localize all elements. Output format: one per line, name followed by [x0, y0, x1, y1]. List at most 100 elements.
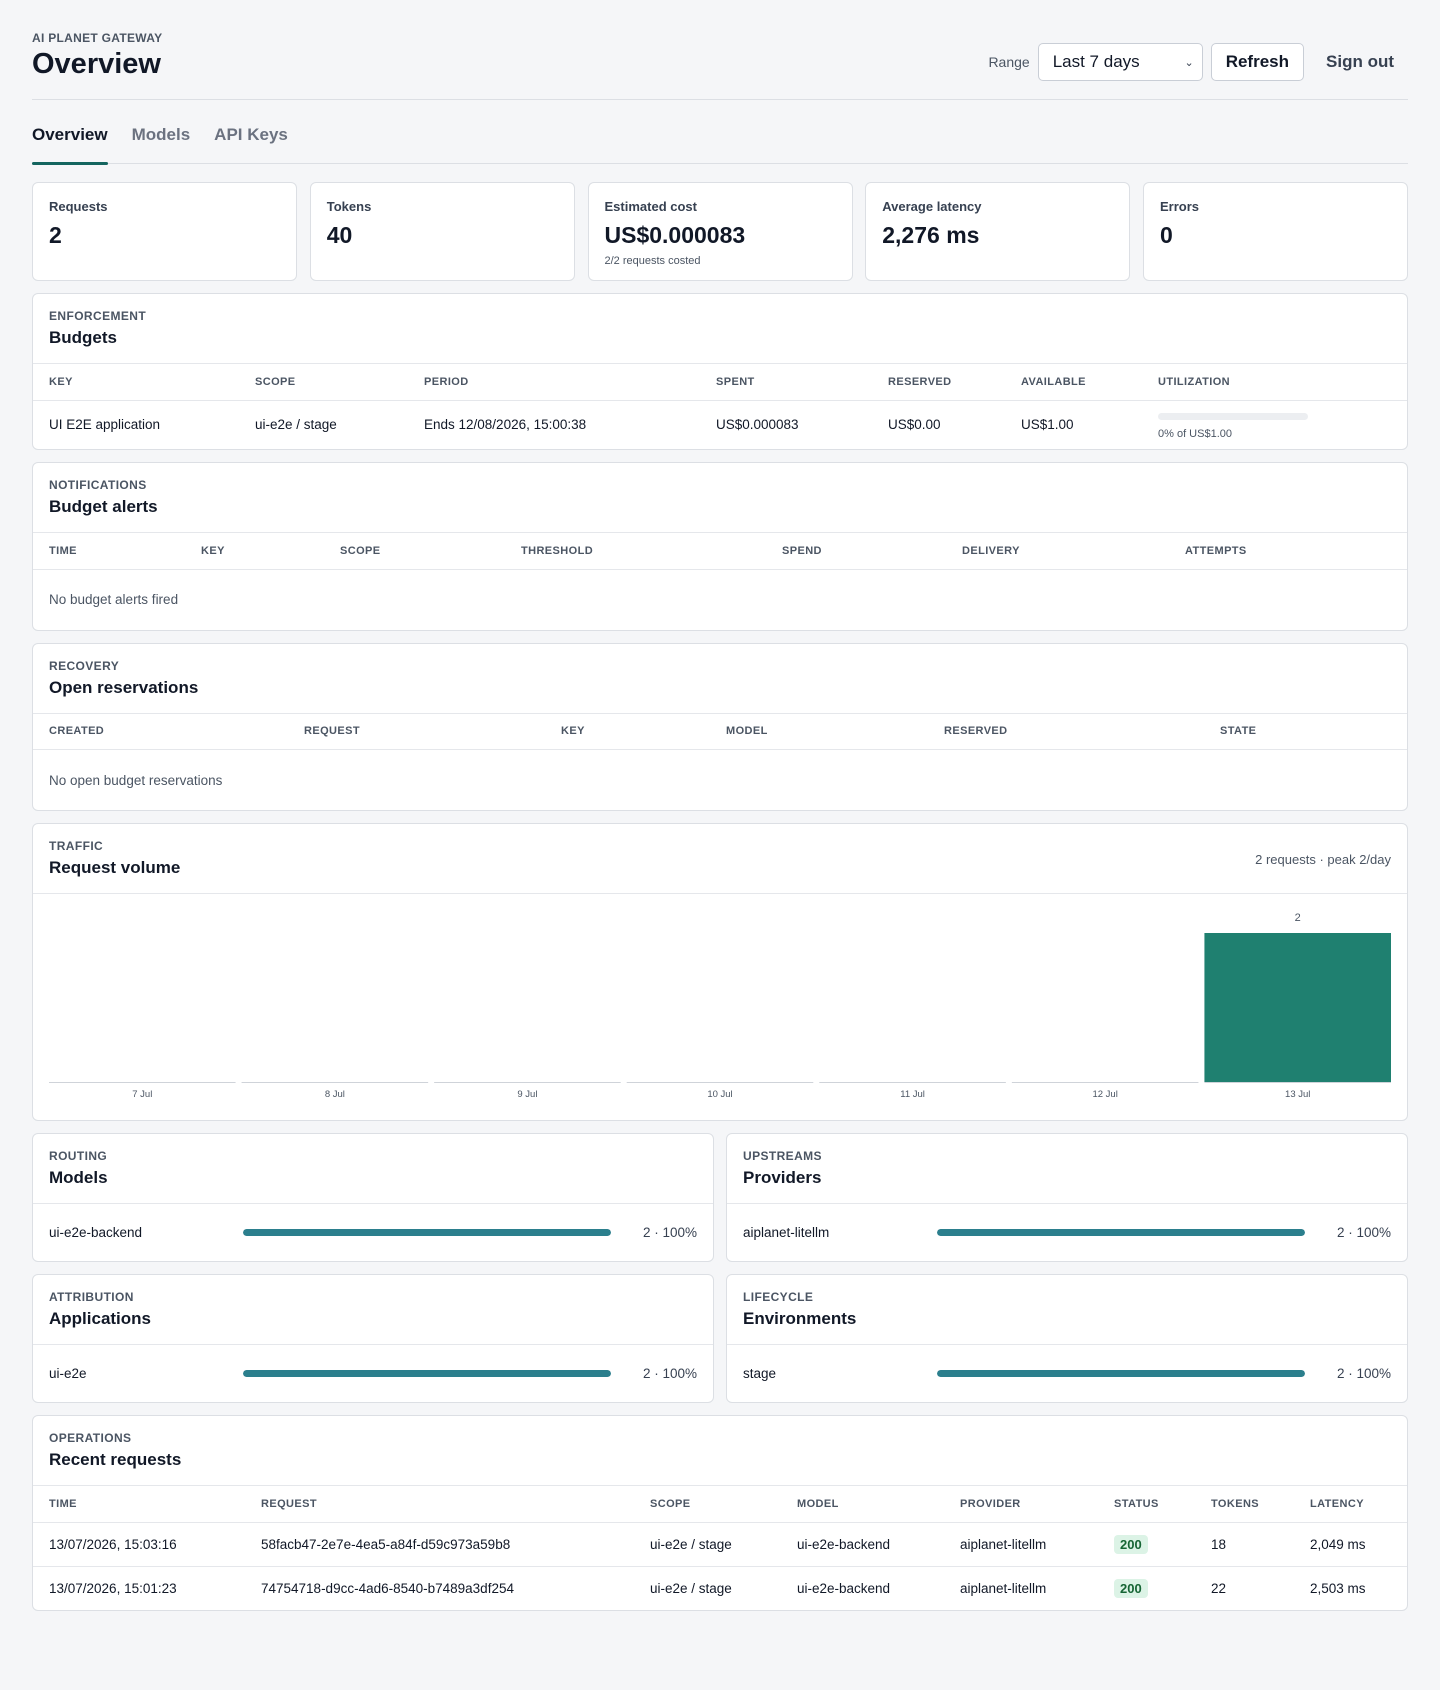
- chevron-down-icon: ⌄: [1184, 56, 1194, 69]
- sign-out-button[interactable]: Sign out: [1312, 43, 1408, 81]
- request-time: 13/07/2026, 15:03:16: [49, 1536, 177, 1552]
- column-header: STATE: [1204, 713, 1407, 750]
- panel-title: Request volume: [49, 858, 181, 877]
- list-item: aiplanet-litellm 2 · 100%: [727, 1204, 1407, 1261]
- request-id: 58facb47-2e7e-4ea5-a84f-d59c973a59b8: [261, 1536, 511, 1552]
- panel-header: RECOVERY Open reservations: [33, 644, 1407, 714]
- environments-panel: LIFECYCLE Environments stage 2 · 100%: [726, 1274, 1408, 1403]
- column-header: PERIOD: [408, 364, 700, 401]
- budget-reserved: US$0.00: [888, 417, 941, 433]
- x-tick-label: 11 Jul: [900, 1089, 925, 1100]
- column-header: RESERVED: [872, 364, 1005, 401]
- stat-value: 2,276 ms: [882, 222, 980, 248]
- stat-label: Average latency: [882, 199, 982, 214]
- bar-baseline: [626, 1082, 814, 1083]
- panel-title: Applications: [49, 1309, 152, 1328]
- bar-baseline: [241, 1082, 429, 1083]
- open-reservations-panel: RECOVERY Open reservations CREATED REQUE…: [32, 642, 1408, 811]
- stat-label: Estimated cost: [604, 199, 697, 214]
- table-row[interactable]: 13/07/2026, 15:01:23 74754718-d9cc-4ad6-…: [33, 1566, 1407, 1610]
- request-latency: 2,503 ms: [1310, 1580, 1366, 1596]
- column-header: SCOPE: [239, 364, 408, 401]
- bar-baseline: [434, 1082, 621, 1083]
- column-header: TOKENS: [1195, 1486, 1294, 1523]
- list-item: ui-e2e 2 · 100%: [33, 1345, 713, 1402]
- request-status: 200: [1098, 1566, 1195, 1610]
- budget-utilization: 0% of US$1.00: [1142, 400, 1407, 449]
- column-header: STATUS: [1098, 1486, 1195, 1523]
- table-header-row: TIME REQUEST SCOPE MODEL PROVIDER STATUS…: [33, 1486, 1407, 1523]
- applications-panel: ATTRIBUTION Applications ui-e2e 2 · 100%: [32, 1274, 714, 1403]
- panel-header: TRAFFIC Request volume 2 requests · peak…: [33, 824, 1407, 894]
- budget-alerts-table: TIME KEY SCOPE THRESHOLD SPEND DELIVERY …: [33, 533, 1407, 570]
- column-header: KEY: [185, 533, 324, 570]
- request-volume-panel: TRAFFIC Request volume 2 requests · peak…: [32, 823, 1408, 1121]
- column-header: UTILIZATION: [1142, 364, 1407, 401]
- budgets-panel: ENFORCEMENT Budgets KEY SCOPE PERIOD SPE…: [32, 293, 1408, 450]
- budget-available: US$1.00: [1021, 417, 1074, 433]
- request-scope: ui-e2e / stage: [650, 1536, 732, 1552]
- budget-period: Ends 12/08/2026, 15:00:38: [424, 417, 587, 433]
- empty-state: No budget alerts fired: [49, 592, 179, 607]
- column-header: ATTEMPTS: [1169, 533, 1407, 570]
- tab-overview[interactable]: Overview: [32, 100, 108, 165]
- panel-header: LIFECYCLE Environments: [727, 1275, 1407, 1345]
- page-title: Overview: [32, 48, 161, 80]
- column-header: PROVIDER: [944, 1486, 1098, 1523]
- share-value: 2 · 100%: [1336, 1366, 1391, 1381]
- status-badge: 200: [1114, 1578, 1148, 1598]
- panel-title: Open reservations: [49, 677, 199, 697]
- request-id: 74754718-d9cc-4ad6-8540-b7489a3df254: [261, 1580, 514, 1596]
- bar[interactable]: [1204, 933, 1391, 1082]
- column-header: REQUEST: [288, 713, 545, 750]
- request-provider: aiplanet-litellm: [960, 1580, 1047, 1596]
- attribution-row: ATTRIBUTION Applications ui-e2e 2 · 100%…: [32, 1262, 1408, 1403]
- column-header: TIME: [33, 533, 185, 570]
- status-badge: 200: [1114, 1534, 1148, 1554]
- share-bar-fill: [937, 1370, 1305, 1377]
- column-header: SPENT: [700, 364, 872, 401]
- column-header: REQUEST: [245, 1486, 634, 1523]
- request-volume-summary: 2 requests · peak 2/day: [1255, 852, 1391, 867]
- column-header: TIME: [33, 1486, 245, 1523]
- tab-api-keys[interactable]: API Keys: [214, 125, 288, 144]
- range-select-value: Last 7 days: [1052, 52, 1140, 71]
- stat-value: US$0.000083: [604, 222, 746, 248]
- table-header-row: TIME KEY SCOPE THRESHOLD SPEND DELIVERY …: [33, 533, 1407, 570]
- stat-card-estimated-cost: Estimated cost US$0.000083 2/2 requests …: [587, 182, 853, 281]
- share-bar-fill: [937, 1229, 1305, 1236]
- providers-panel: UPSTREAMS Providers aiplanet-litellm 2 ·…: [726, 1133, 1408, 1262]
- panel-eyebrow: OPERATIONS: [49, 1431, 132, 1445]
- request-tokens: 22: [1211, 1580, 1227, 1596]
- stat-card-requests: Requests 2: [32, 182, 297, 281]
- request-scope: ui-e2e / stage: [650, 1580, 732, 1596]
- share-value: 2 · 100%: [642, 1225, 697, 1240]
- share-bar: [937, 1229, 1305, 1236]
- share-bar-fill: [243, 1229, 611, 1236]
- stat-label: Errors: [1160, 199, 1200, 214]
- request-volume-svg: 7 Jul 8 Jul 9 Jul 10 Jul 11 Jul 12 Jul 2 13 Jul: [49, 912, 1391, 1100]
- stat-value: 0: [1160, 222, 1173, 248]
- request-volume-chart: 7 Jul 8 Jul 9 Jul 10 Jul 11 Jul 12 Jul 2 13 Jul: [33, 894, 1407, 1120]
- column-header: MODEL: [710, 713, 928, 750]
- models-panel: ROUTING Models ui-e2e-backend 2 · 100%: [32, 1133, 714, 1262]
- x-tick-label: 13 Jul: [1285, 1089, 1310, 1100]
- panel-header: OPERATIONS Recent requests: [33, 1416, 1407, 1486]
- budget-key: UI E2E application: [49, 417, 161, 433]
- request-provider: aiplanet-litellm: [960, 1536, 1047, 1552]
- table-header-row: KEY SCOPE PERIOD SPENT RESERVED AVAILABL…: [33, 364, 1407, 401]
- table-row[interactable]: 13/07/2026, 15:03:16 58facb47-2e7e-4ea5-…: [33, 1522, 1407, 1566]
- panel-eyebrow: LIFECYCLE: [743, 1290, 814, 1304]
- share-value: 2 · 100%: [642, 1366, 697, 1381]
- provider-name: aiplanet-litellm: [743, 1225, 830, 1240]
- budgets-table: KEY SCOPE PERIOD SPENT RESERVED AVAILABL…: [33, 364, 1407, 449]
- panel-title: Models: [49, 1168, 108, 1187]
- bar-baseline: [1011, 1082, 1199, 1083]
- range-label: Range: [988, 54, 1030, 70]
- range-select[interactable]: Last 7 days ⌄: [1037, 43, 1203, 81]
- share-bar: [243, 1229, 611, 1236]
- panel-header: UPSTREAMS Providers: [727, 1134, 1407, 1204]
- recent-requests-table: TIME REQUEST SCOPE MODEL PROVIDER STATUS…: [33, 1486, 1407, 1610]
- tab-models[interactable]: Models: [131, 125, 191, 144]
- refresh-button[interactable]: Refresh: [1210, 43, 1305, 81]
